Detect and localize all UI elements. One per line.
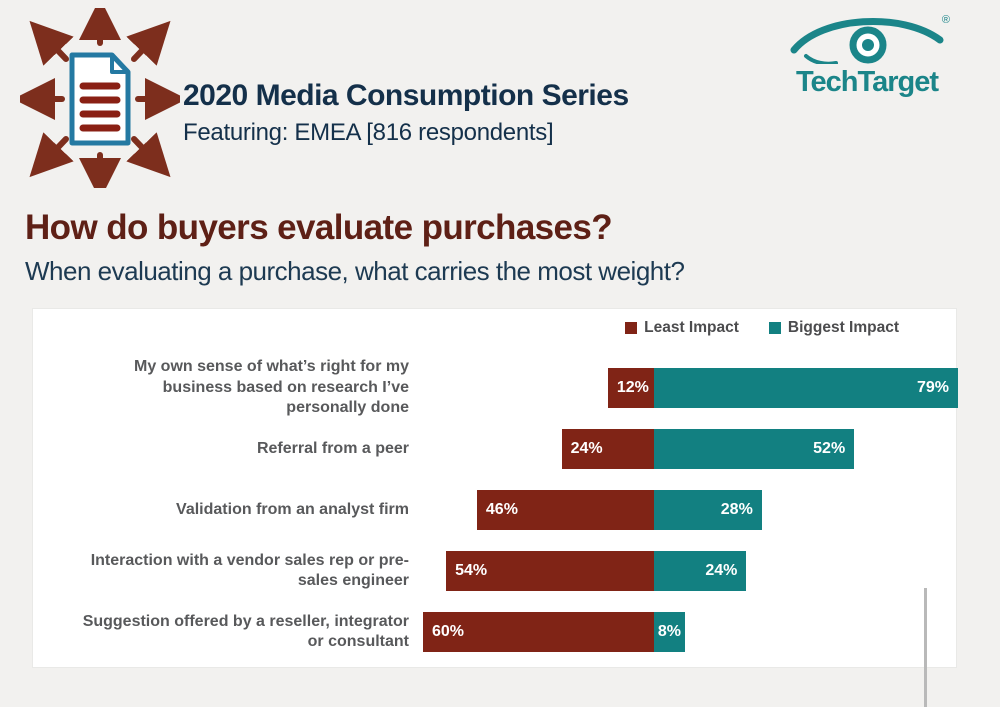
least-impact-value: 60% xyxy=(432,623,465,640)
least-impact-swatch xyxy=(625,322,638,334)
category-label-text: Suggestion offered by a reseller, integr… xyxy=(82,612,409,650)
page-headline: How do buyers evaluate purchases? xyxy=(25,208,613,247)
least-impact-bar: 46% xyxy=(476,490,654,530)
category-label-text: My own sense of what’s right for my busi… xyxy=(134,358,409,417)
vertical-divider-line xyxy=(924,588,927,707)
least-impact-zone: 46% xyxy=(421,490,654,530)
radiating-arrows xyxy=(20,8,180,188)
biggest-impact-value: 52% xyxy=(813,440,846,457)
registered-trademark: ® xyxy=(941,14,950,26)
category-label: My own sense of what’s right for my busi… xyxy=(33,358,421,416)
series-title: 2020 Media Consumption Series xyxy=(183,79,629,112)
biggest-impact-zone: 24% xyxy=(654,551,958,591)
least-impact-value: 24% xyxy=(570,440,603,457)
category-label-text: Referral from a peer xyxy=(256,439,409,457)
biggest-impact-bar: 8% xyxy=(654,612,685,652)
chart-row: Referral from a peer 24% 52% xyxy=(33,429,956,469)
legend-least-impact-label: Least Impact xyxy=(644,319,739,336)
biggest-impact-zone: 79% xyxy=(654,368,958,408)
legend-biggest-impact: Biggest Impact xyxy=(768,319,899,337)
biggest-impact-zone: 52% xyxy=(654,429,958,469)
survey-question: When evaluating a purchase, what carries… xyxy=(25,256,685,286)
legend-biggest-impact-label: Biggest Impact xyxy=(787,319,899,336)
logo-text: TechTarget xyxy=(795,66,939,98)
least-impact-bar: 54% xyxy=(446,551,654,591)
biggest-impact-bar: 28% xyxy=(654,490,762,530)
biggest-impact-value: 79% xyxy=(916,379,949,396)
least-impact-value: 46% xyxy=(485,501,518,518)
least-impact-value: 54% xyxy=(455,562,488,579)
category-label: Referral from a peer xyxy=(33,429,421,469)
chart-row: Validation from an analyst firm 46% 28% xyxy=(33,490,956,530)
chart-row: Interaction with a vendor sales rep or p… xyxy=(33,551,956,591)
least-impact-bar: 60% xyxy=(423,612,654,652)
chart-row: Suggestion offered by a reseller, integr… xyxy=(33,612,956,652)
chart-rows: My own sense of what’s right for my busi… xyxy=(33,358,958,652)
series-subtitle: Featuring: EMEA [816 respondents] xyxy=(183,118,554,146)
biggest-impact-value: 24% xyxy=(705,562,738,579)
least-impact-value: 12% xyxy=(616,379,649,396)
chart-row: My own sense of what’s right for my busi… xyxy=(33,358,958,416)
least-impact-zone: 54% xyxy=(421,551,654,591)
techtarget-logo: ® TechTarget xyxy=(782,12,952,99)
eye-target-icon xyxy=(790,17,944,66)
biggest-impact-zone: 8% xyxy=(654,612,958,652)
document-glyph xyxy=(69,52,131,146)
biggest-impact-value: 28% xyxy=(720,501,753,518)
category-label: Suggestion offered by a reseller, integr… xyxy=(33,612,421,652)
category-label-text: Validation from an analyst firm xyxy=(176,500,409,518)
biggest-impact-swatch xyxy=(768,322,781,334)
document-share-icon xyxy=(20,8,180,188)
category-label: Interaction with a vendor sales rep or p… xyxy=(33,551,421,591)
chart-panel: Least Impact Biggest Impact My own sense… xyxy=(32,308,958,668)
least-impact-zone: 12% xyxy=(421,368,654,408)
biggest-impact-value: 8% xyxy=(657,623,681,640)
biggest-impact-zone: 28% xyxy=(654,490,958,530)
legend-least-impact: Least Impact xyxy=(625,319,739,337)
category-label-text: Interaction with a vendor sales rep or p… xyxy=(90,551,409,589)
category-label: Validation from an analyst firm xyxy=(33,490,421,530)
least-impact-zone: 24% xyxy=(421,429,654,469)
chart-legend: Least Impact Biggest Impact xyxy=(625,319,899,337)
least-impact-bar: 24% xyxy=(561,429,654,469)
least-impact-bar: 12% xyxy=(607,368,654,408)
title-block: 2020 Media Consumption Series Featuring:… xyxy=(183,80,629,147)
least-impact-zone: 60% xyxy=(421,612,654,652)
biggest-impact-bar: 24% xyxy=(654,551,747,591)
biggest-impact-bar: 52% xyxy=(654,429,855,469)
biggest-impact-bar: 79% xyxy=(654,368,958,408)
